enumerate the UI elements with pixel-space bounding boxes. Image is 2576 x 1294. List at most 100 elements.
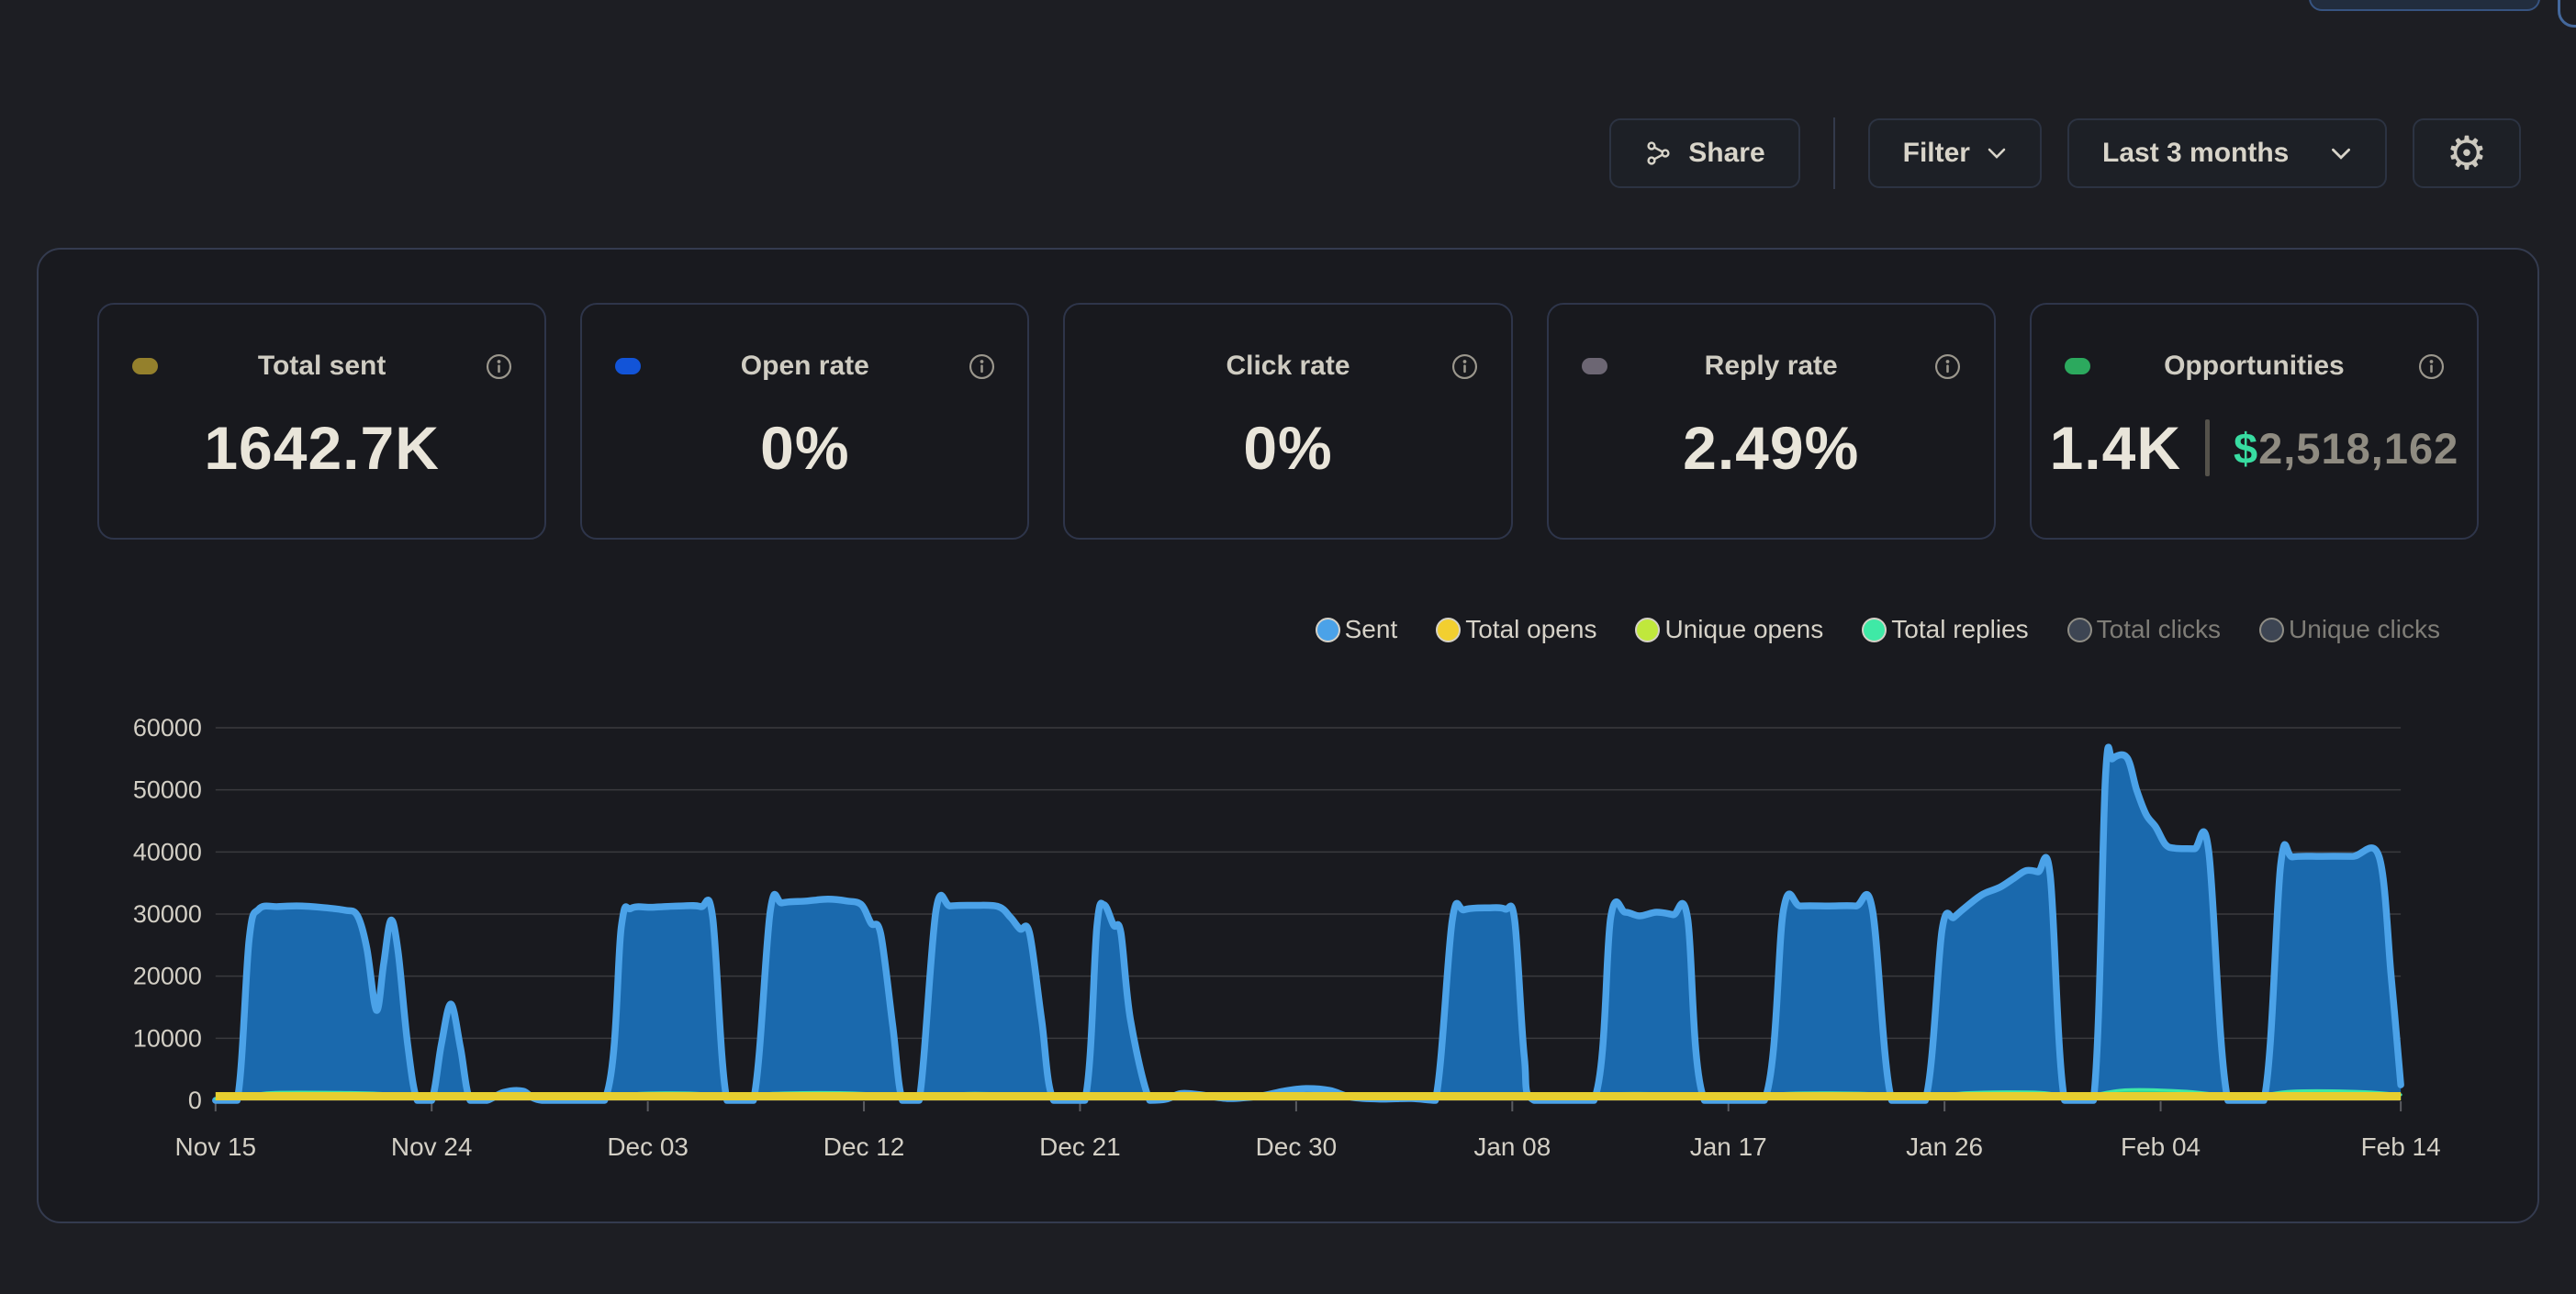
stat-card-dot-zone: [99, 358, 191, 374]
legend-item-total-opens[interactable]: Total opens: [1436, 615, 1596, 644]
settings-button[interactable]: ⚙: [2413, 118, 2521, 188]
x-axis-label: Jan 17: [1690, 1132, 1767, 1161]
legend-swatch: [1436, 617, 1462, 642]
stat-card-value-row: 1.4K $2,518,162: [2032, 382, 2477, 538]
legend-swatch: [2259, 617, 2285, 642]
info-zone: [1419, 353, 1511, 380]
chart-legend: Sent Total opens Unique opens Total replies…: [97, 611, 2479, 648]
legend-label: Total clicks: [2096, 615, 2222, 643]
stat-card-reply-rate: Reply rate 2.49%: [1546, 303, 1996, 540]
toolbar-divider: [1832, 117, 1835, 189]
currency-symbol: $: [2234, 423, 2259, 473]
legend-label: Total replies: [1891, 615, 2029, 643]
stat-card-total-sent: Total sent 1642.7K: [97, 303, 547, 540]
legend-label: Unique opens: [1664, 615, 1824, 643]
cutoff-button-edge: [2558, 0, 2576, 28]
x-axis-label: Feb 14: [2361, 1132, 2441, 1161]
legend-swatch: [1315, 617, 1340, 642]
stat-card-value: 1.4K: [2049, 414, 2181, 482]
legend-label: Sent: [1344, 615, 1398, 643]
x-axis-label: Dec 30: [1256, 1132, 1338, 1161]
x-axis-label: Nov 15: [175, 1132, 257, 1161]
share-button-label: Share: [1688, 138, 1765, 168]
date-range-select[interactable]: Last 3 months: [2067, 118, 2387, 188]
stat-card-title: Click rate: [1226, 351, 1350, 381]
chevron-down-icon: [1987, 147, 2007, 160]
stat-card-dot-zone: [582, 358, 674, 374]
filter-button-label: Filter: [1902, 138, 1970, 168]
stat-card-dot-zone: [1549, 358, 1641, 374]
legend-item-unique-clicks[interactable]: Unique clicks: [2259, 615, 2440, 644]
stat-card-value: 0%: [760, 414, 850, 482]
stat-card-open-rate: Open rate 0%: [580, 303, 1030, 540]
share-button[interactable]: Share: [1609, 118, 1800, 188]
legend-item-total-clicks[interactable]: Total clicks: [2066, 615, 2222, 644]
stat-cards-row: Total sent 1642.7K Open rate 0% Click rate 0%…: [97, 303, 2480, 540]
stat-card-value: 0%: [1243, 414, 1333, 482]
total-sent-dot: [132, 358, 158, 374]
y-axis-label: 10000: [133, 1024, 202, 1052]
y-axis-label: 40000: [133, 838, 202, 865]
legend-item-unique-opens[interactable]: Unique opens: [1635, 615, 1823, 644]
stat-card-value: 2.49%: [1683, 414, 1860, 482]
info-icon[interactable]: [969, 353, 995, 380]
x-axis-label: Nov 24: [391, 1132, 473, 1161]
open-rate-dot: [615, 358, 642, 374]
stat-card-value-row: 2.49%: [1549, 382, 1994, 538]
info-icon[interactable]: [486, 353, 512, 380]
stat-card-value-row: 0%: [1065, 382, 1510, 538]
stat-card-value-row: 1642.7K: [99, 382, 544, 538]
info-icon[interactable]: [1934, 353, 1961, 380]
stat-card-value-row: 0%: [582, 382, 1027, 538]
legend-swatch: [2066, 617, 2092, 642]
stat-card-header: Total sent: [99, 351, 544, 382]
stat-card-header: Open rate: [582, 351, 1027, 382]
opportunities-dot: [2064, 358, 2090, 374]
y-axis-label: 20000: [133, 963, 202, 990]
stat-card-title: Opportunities: [2164, 351, 2345, 381]
legend-swatch: [1635, 617, 1661, 642]
info-zone: [2385, 353, 2477, 380]
x-axis-label: Jan 26: [1906, 1132, 1983, 1161]
stat-card-title: Open rate: [740, 351, 869, 381]
x-axis-label: Jan 08: [1473, 1132, 1551, 1161]
x-axis-label: Dec 03: [607, 1132, 689, 1161]
share-icon: [1644, 139, 1672, 167]
x-axis-label: Dec 12: [823, 1132, 905, 1161]
stat-card-header: Opportunities: [2032, 351, 2477, 382]
stat-card-header: Click rate: [1065, 351, 1510, 382]
legend-item-sent[interactable]: Sent: [1315, 615, 1398, 644]
series-area-sent: [215, 747, 2402, 1100]
info-icon[interactable]: [1451, 353, 1478, 380]
legend-label: Total opens: [1465, 615, 1597, 643]
legend-item-total-replies[interactable]: Total replies: [1862, 615, 2029, 644]
toolbar: Share Filter Last 3 months ⚙: [1609, 117, 2521, 189]
stat-card-click-rate: Click rate 0%: [1063, 303, 1513, 540]
info-zone: [453, 353, 544, 380]
series-line-sent: [212, 743, 2404, 1104]
y-axis-label: 60000: [133, 714, 202, 742]
filter-button[interactable]: Filter: [1867, 118, 2042, 188]
stat-card-value: 1642.7K: [204, 414, 440, 482]
stat-card-header: Reply rate: [1549, 351, 1994, 382]
gear-icon: ⚙: [2446, 127, 2488, 180]
date-range-label: Last 3 months: [2102, 138, 2290, 168]
stat-card-dot-zone: [2032, 358, 2123, 374]
campaign-analytics-chart[interactable]: 0 10000 20000 30000 40000 50000 60000 Nov 15 Nov…: [97, 668, 2479, 1182]
x-axis-label: Dec 21: [1039, 1132, 1121, 1161]
chevron-down-icon: [2330, 147, 2352, 161]
cutoff-ui-fragment: [2309, 0, 2540, 11]
stat-card-opportunities: Opportunities 1.4K $2,518,162: [2029, 303, 2480, 540]
info-zone: [935, 353, 1027, 380]
y-axis-label: 0: [188, 1087, 202, 1114]
info-icon[interactable]: [2418, 353, 2445, 380]
reply-rate-dot: [1581, 358, 1607, 374]
pipeline-amount: 2,518,162: [2258, 423, 2459, 473]
legend-label: Unique clicks: [2289, 615, 2440, 643]
legend-swatch: [1862, 617, 1887, 642]
x-axis-label: Feb 04: [2121, 1132, 2201, 1161]
stat-card-title: Total sent: [257, 351, 386, 381]
pipeline-value: $2,518,162: [2234, 423, 2458, 474]
y-axis-label: 30000: [133, 900, 202, 928]
value-divider: [2205, 419, 2210, 476]
